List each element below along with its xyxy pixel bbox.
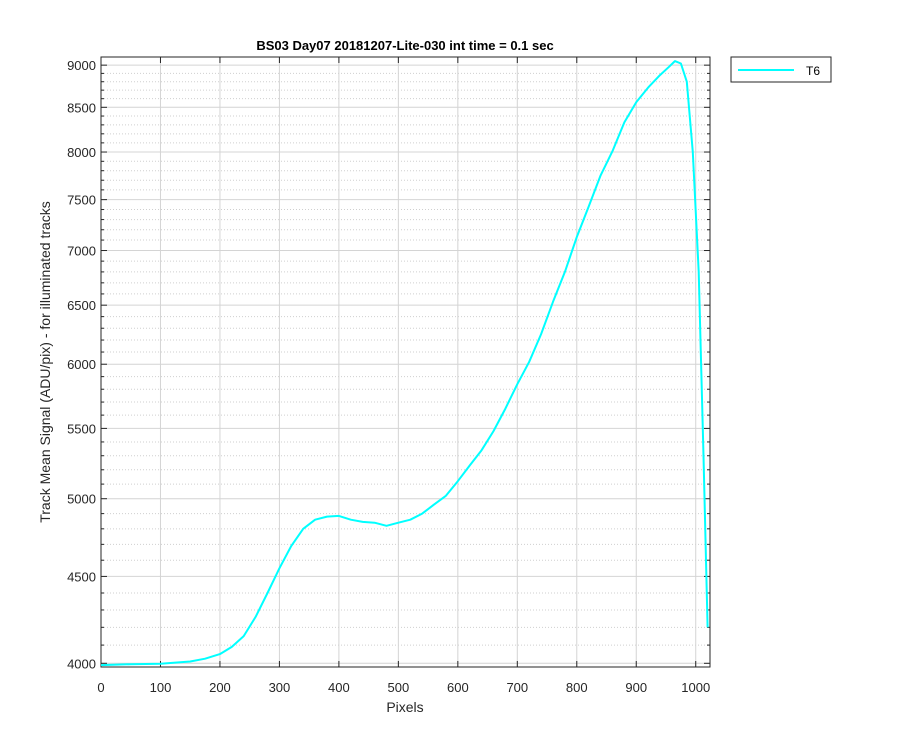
y-tick-label: 4000 xyxy=(67,656,96,671)
y-axis-label: Track Mean Signal (ADU/pix) - for illumi… xyxy=(37,201,53,523)
legend: T6 xyxy=(730,56,832,83)
plot-area xyxy=(100,56,711,668)
x-tick-labels: 0 100 200 300 400 500 600 700 800 900 1000 xyxy=(97,680,710,695)
y-tick-label: 9000 xyxy=(67,58,96,73)
y-tick-label: 6000 xyxy=(67,357,96,372)
x-tick-label: 600 xyxy=(447,680,469,695)
x-tick-label: 800 xyxy=(566,680,588,695)
x-tick-label: 500 xyxy=(388,680,410,695)
chart-title: BS03 Day07 20181207-Lite-030 int time = … xyxy=(256,38,553,53)
x-tick-label: 300 xyxy=(269,680,291,695)
x-tick-label: 100 xyxy=(150,680,172,695)
x-tick-label: 400 xyxy=(328,680,350,695)
y-tick-label: 4500 xyxy=(67,569,96,584)
y-tick-label: 7500 xyxy=(67,193,96,208)
y-tick-label: 7000 xyxy=(67,244,96,259)
x-tick-label: 700 xyxy=(506,680,528,695)
y-tick-labels: 4000 4500 5000 5500 6000 6500 7000 7500 8000 8500… xyxy=(67,58,96,671)
y-tick-label: 6500 xyxy=(67,298,96,313)
x-tick-label: 1000 xyxy=(681,680,710,695)
y-tick-label: 8000 xyxy=(67,145,96,160)
y-tick-label: 5500 xyxy=(67,421,96,436)
y-tick-label: 5000 xyxy=(67,492,96,507)
series-line-T6 xyxy=(100,60,709,667)
x-tick-label: 200 xyxy=(209,680,231,695)
y-tick-label: 8500 xyxy=(67,100,96,115)
x-tick-label: 900 xyxy=(625,680,647,695)
legend-label-T6: T6 xyxy=(806,64,820,78)
x-axis-label: Pixels xyxy=(386,699,423,715)
x-tick-label: 0 xyxy=(97,680,104,695)
